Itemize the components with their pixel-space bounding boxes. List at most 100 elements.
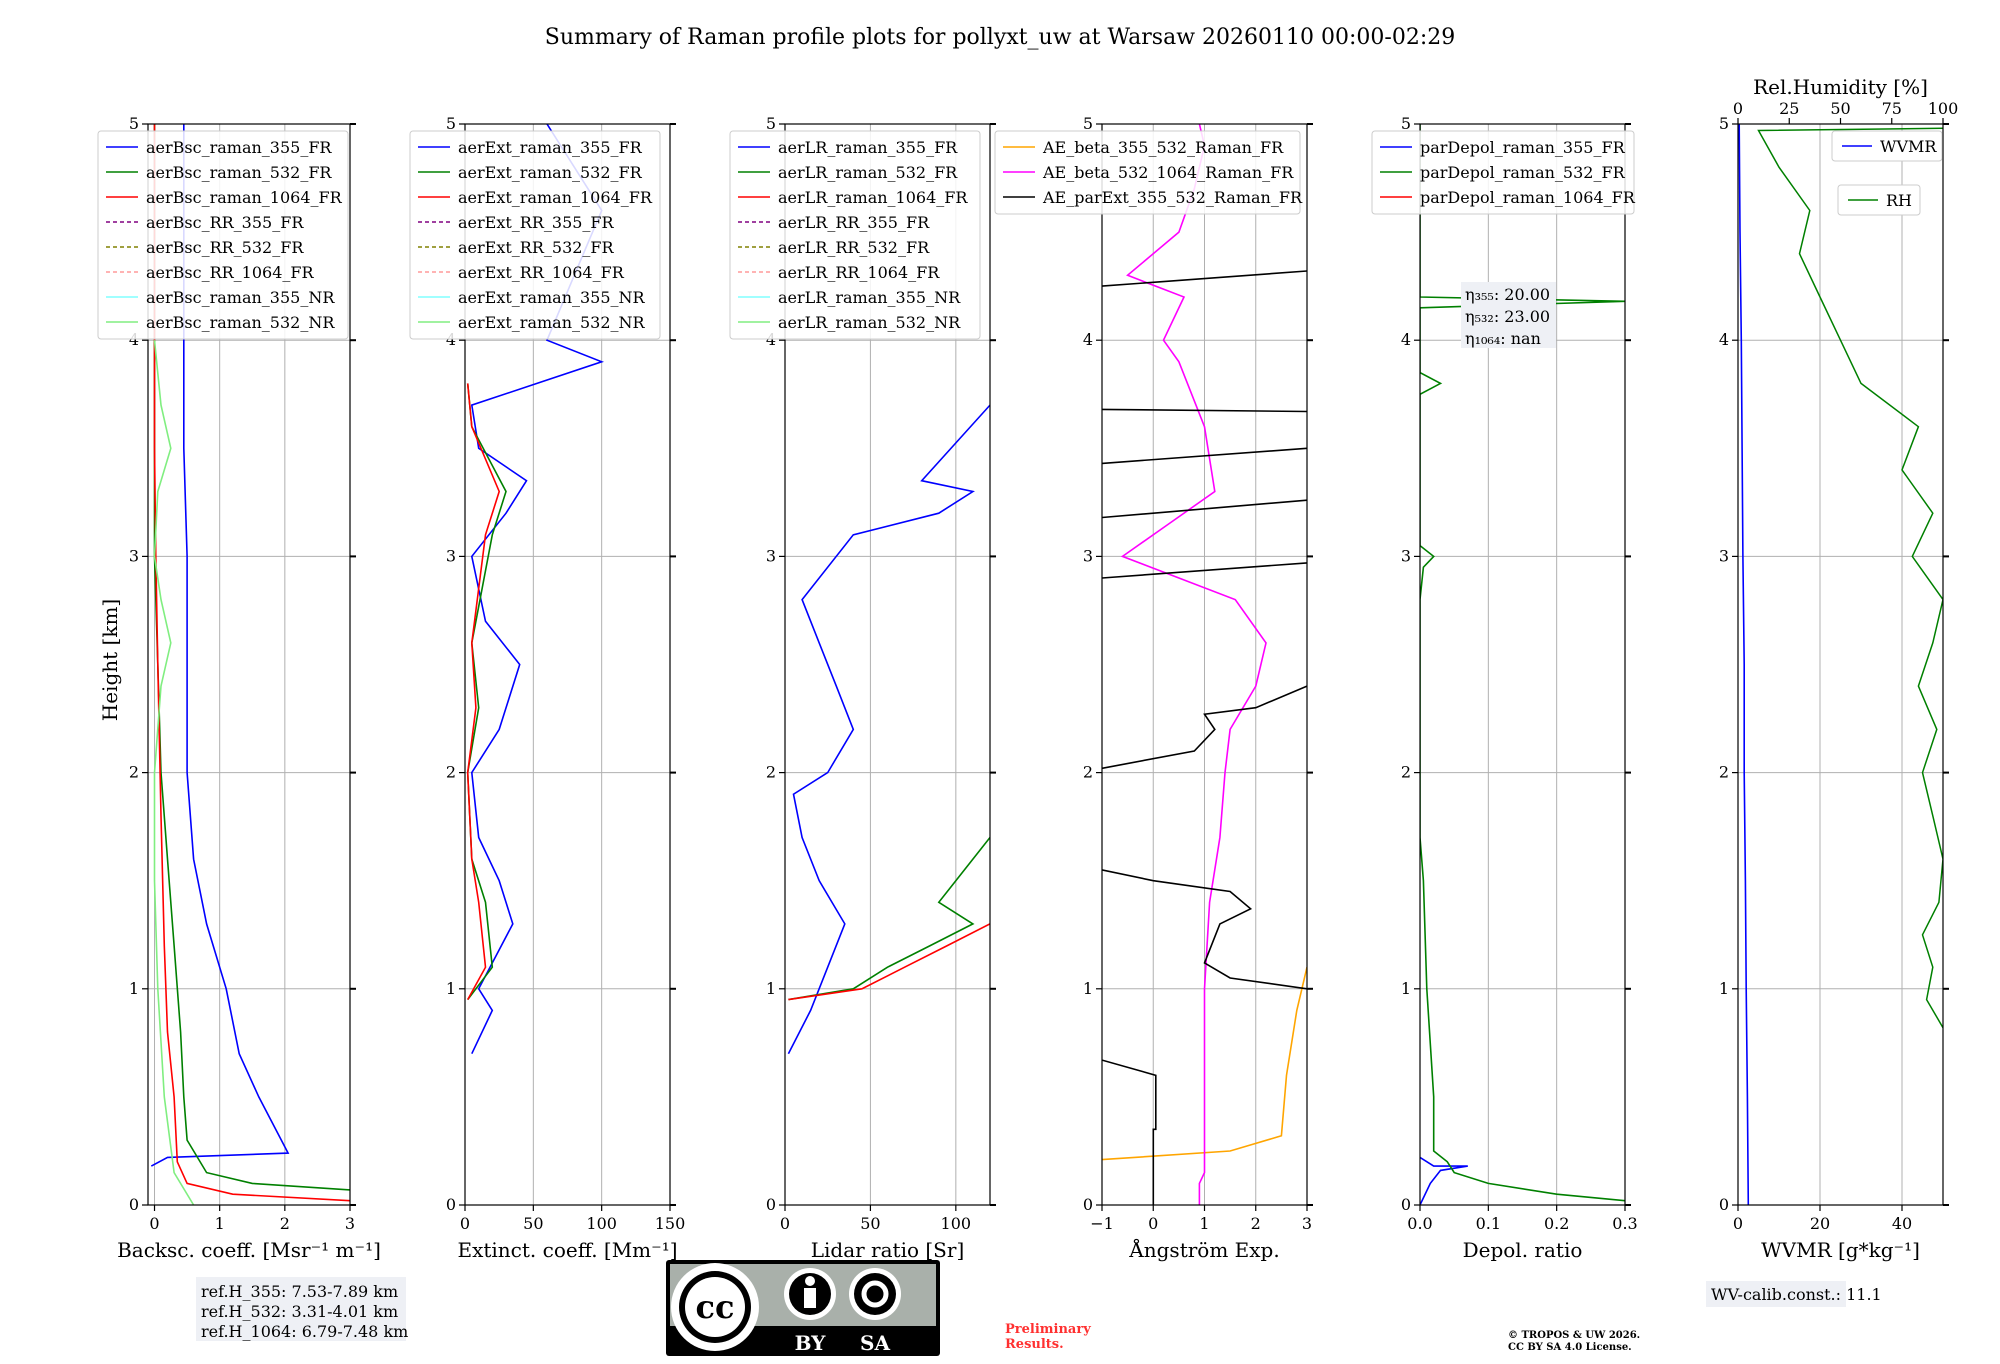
depol-xtick-label: 0.2 xyxy=(1544,1214,1569,1233)
bsc-legend-label: aerBsc_RR_532_FR xyxy=(146,238,304,257)
ext-xtick-label: 0 xyxy=(460,1214,470,1233)
ae-legend-box xyxy=(994,130,1301,215)
wv-series-0 xyxy=(1738,124,1750,1205)
bsc-legend-label: aerBsc_raman_355_FR xyxy=(146,138,332,157)
wv-panel: 0 20 40 0 1 2 3 4 5 WVMR [g*kg⁻¹] 0 25 50 75 100Rel.Hu… xyxy=(1719,75,1958,1262)
ae-xtick-label: 0 xyxy=(1148,1214,1158,1233)
bsc-ytick-label: 3 xyxy=(129,546,139,565)
ae-series-1 xyxy=(1120,124,1267,1205)
lr-series-1 xyxy=(788,837,990,1001)
rh-xtick-label: 25 xyxy=(1779,99,1799,118)
refh-355: ref.H_355: 7.53-7.89 km xyxy=(201,1282,398,1301)
depol-eta-label: η₃₅₅: 20.00 xyxy=(1465,285,1550,304)
bsc-xtick-label: 3 xyxy=(345,1214,355,1233)
preliminary-line2: Results. xyxy=(1005,1337,1064,1352)
rh-axis-label: Rel.Humidity [%] xyxy=(1753,75,1928,99)
lr-panel: 0 50 100 0 1 2 3 4 5 Lidar ratio [Sr] aerLR_raman_… xyxy=(729,114,996,1262)
ae-series-4 xyxy=(1102,685,1307,770)
depol-legend-label: parDepol_raman_1064_FR xyxy=(1420,188,1636,207)
ae-series-5 xyxy=(1102,562,1307,579)
bsc-ytick-label: 5 xyxy=(129,114,139,133)
ext-panel: 0 50 100 150 0 1 2 3 4 5 Extinct. coeff. [Mm⁻¹] aer… xyxy=(409,114,685,1262)
depol-eta-label: η₁₀₆₄: nan xyxy=(1465,329,1541,348)
ae-series-3 xyxy=(1102,869,1307,990)
copyright-line1: © TROPOS & UW 2026. xyxy=(1508,1330,1640,1341)
ext-ytick-label: 0 xyxy=(446,1195,456,1214)
bsc-xtick-label: 1 xyxy=(215,1214,225,1233)
rh-xtick-label: 0 xyxy=(1733,99,1743,118)
ext-ytick-label: 3 xyxy=(446,546,456,565)
ext-legend-label: aerExt_RR_355_FR xyxy=(458,213,615,232)
wv-calib-text: WV-calib.const.: 11.1 xyxy=(1711,1285,1882,1304)
lr-xtick-label: 0 xyxy=(780,1214,790,1233)
figure-title: Summary of Raman profile plots for polly… xyxy=(545,25,1455,50)
rh-xtick-label: 100 xyxy=(1928,99,1959,118)
bsc-ytick-label: 1 xyxy=(129,979,139,998)
lr-legend-label: aerLR_raman_532_FR xyxy=(778,163,958,182)
lr-ytick-label: 3 xyxy=(766,546,776,565)
bsc-xtick-label: 0 xyxy=(149,1214,159,1233)
wv-ytick-label: 5 xyxy=(1719,114,1729,133)
ext-legend-label: aerExt_raman_532_NR xyxy=(458,313,646,332)
cc-letters: cc xyxy=(696,1288,735,1326)
ae-legend-label: AE_beta_532_1064_Raman_FR xyxy=(1042,163,1294,182)
ae-series-6 xyxy=(1102,499,1307,519)
depol-ytick-label: 4 xyxy=(1401,330,1411,349)
ext-xlabel: Extinct. coeff. [Mm⁻¹] xyxy=(457,1238,677,1262)
depol-ytick-label: 3 xyxy=(1401,546,1411,565)
refh-532: ref.H_532: 3.31-4.01 km xyxy=(201,1302,398,1321)
rh-xtick-label: 50 xyxy=(1830,99,1850,118)
cc-license-logo: cc BY SA xyxy=(666,1260,940,1356)
lr-ytick-label: 1 xyxy=(766,979,776,998)
depol-panel: 0.0 0.1 0.2 0.3 0 1 2 3 4 5 Depol. ratio parDepol_r… xyxy=(1371,114,1638,1262)
wv-legend-label: WVMR xyxy=(1880,137,1937,156)
lr-legend-box xyxy=(729,130,981,340)
lr-ytick-label: 2 xyxy=(766,763,776,782)
wv-ytick-label: 1 xyxy=(1719,979,1729,998)
ext-ytick-label: 1 xyxy=(446,979,456,998)
bsc-panel: 0 1 2 3 0 1 2 3 4 5 Backsc. coeff. [Msr⁻¹ m⁻¹] aerB… xyxy=(97,114,381,1262)
wv-legend-box xyxy=(1837,184,1921,216)
depol-legend-box xyxy=(1371,130,1635,215)
bsc-series-0 xyxy=(150,124,290,1167)
wv-xlabel: WVMR [g*kg⁻¹] xyxy=(1761,1238,1920,1262)
ae-xtick-label: 2 xyxy=(1251,1214,1261,1233)
lr-xlabel: Lidar ratio [Sr] xyxy=(811,1238,965,1262)
depol-xtick-label: 0.1 xyxy=(1476,1214,1501,1233)
bsc-xlabel: Backsc. coeff. [Msr⁻¹ m⁻¹] xyxy=(117,1238,381,1262)
ae-xtick-label: −1 xyxy=(1090,1214,1114,1233)
wv-xtick-label: 20 xyxy=(1810,1214,1830,1233)
lr-legend-label: aerLR_raman_355_NR xyxy=(778,288,961,307)
preliminary-line1: Preliminary xyxy=(1005,1322,1091,1337)
ae-xlabel: Ångström Exp. xyxy=(1128,1237,1279,1262)
bsc-legend-label: aerBsc_raman_532_FR xyxy=(146,163,332,182)
bsc-ytick-label: 4 xyxy=(129,330,139,349)
depol-legend-label: parDepol_raman_355_FR xyxy=(1420,138,1626,157)
ae-ytick-label: 2 xyxy=(1083,763,1093,782)
bsc-ytick-label: 2 xyxy=(129,763,139,782)
refh-1064: ref.H_1064: 6.79-7.48 km xyxy=(201,1322,408,1341)
wv-frame xyxy=(1737,123,1944,1206)
wv-xtick-label: 0 xyxy=(1733,1214,1743,1233)
bsc-legend-label: aerBsc_raman_1064_FR xyxy=(146,188,343,207)
ext-xtick-label: 50 xyxy=(523,1214,543,1233)
ae-ytick-label: 5 xyxy=(1083,114,1093,133)
wv-ytick-label: 3 xyxy=(1719,546,1729,565)
lr-legend-label: aerLR_raman_1064_FR xyxy=(778,188,968,207)
lr-ytick-label: 0 xyxy=(766,1195,776,1214)
lr-ytick-label: 5 xyxy=(766,114,776,133)
bsc-legend-label: aerBsc_RR_355_FR xyxy=(146,213,304,232)
ext-legend-box xyxy=(409,130,661,340)
ext-legend-label: aerExt_raman_355_NR xyxy=(458,288,646,307)
ext-series-2 xyxy=(466,383,501,1000)
bsc-xtick-label: 2 xyxy=(280,1214,290,1233)
rh-xtick-label: 75 xyxy=(1882,99,1902,118)
lr-legend-label: aerLR_raman_532_NR xyxy=(778,313,961,332)
bsc-ytick-label: 0 xyxy=(129,1195,139,1214)
depol-series-1 xyxy=(1420,124,1625,1202)
ae-series-0 xyxy=(1102,967,1307,1161)
ext-legend-label: aerExt_RR_532_FR xyxy=(458,238,615,257)
